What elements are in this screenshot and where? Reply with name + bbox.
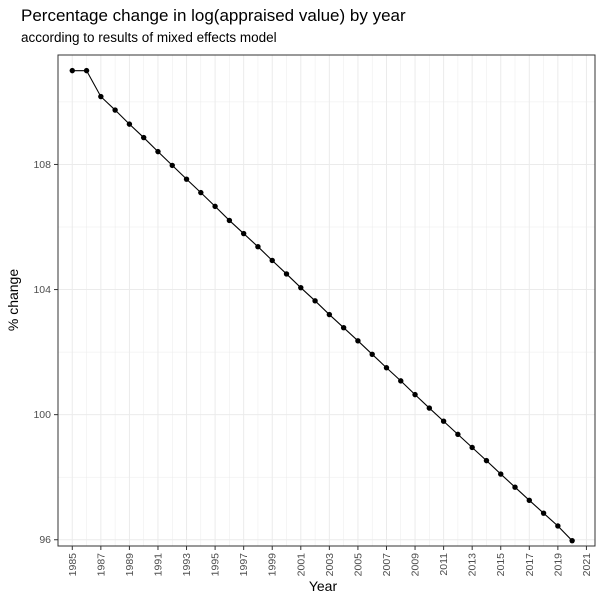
data-point (269, 257, 275, 264)
data-point (198, 189, 204, 196)
data-point (83, 67, 90, 74)
data-point (512, 484, 518, 490)
panel-border (57, 54, 596, 547)
data-point (398, 378, 404, 384)
x-tick-label: 1997 (238, 553, 250, 577)
chart-title: Percentage change in log(appraised value… (21, 6, 406, 25)
x-tick-label: 1989 (124, 553, 136, 577)
y-tick-label: 108 (33, 159, 51, 171)
x-tick-label: 2011 (438, 553, 450, 576)
chart-subtitle: according to results of mixed effects mo… (21, 30, 277, 45)
data-point (355, 338, 361, 344)
data-point (98, 93, 104, 100)
data-point (540, 510, 547, 516)
x-tick-label: 2005 (352, 553, 364, 577)
x-tick-label: 2021 (581, 553, 593, 577)
data-point (169, 162, 175, 169)
data-point (483, 457, 490, 464)
data-point (183, 176, 190, 182)
data-point (155, 148, 161, 155)
data-point (440, 418, 447, 424)
data-point (69, 67, 75, 74)
y-tick-label: 104 (33, 284, 51, 296)
data-point (255, 244, 261, 250)
data-point (469, 444, 475, 451)
x-tick-label: 2013 (467, 553, 479, 577)
x-tick-label: 2017 (524, 553, 536, 577)
data-point (369, 351, 375, 357)
data-point (283, 271, 290, 277)
data-point (555, 523, 561, 529)
data-point (126, 121, 133, 127)
data-point (526, 497, 533, 504)
data-point (569, 537, 575, 544)
x-tick-label: 2015 (495, 553, 507, 577)
x-tick-label: 1999 (267, 553, 279, 577)
x-tick-label: 1987 (95, 553, 107, 577)
data-point (498, 471, 504, 477)
x-tick-label: 2019 (552, 553, 564, 577)
x-tick-label: 1995 (210, 553, 222, 577)
data-point (298, 284, 304, 291)
x-tick-label: 1985 (67, 553, 79, 577)
data-point (426, 405, 433, 411)
data-point (140, 134, 147, 141)
x-tick-label: 2009 (410, 553, 422, 577)
x-tick-label: 1993 (181, 553, 193, 577)
x-axis-title: Year (309, 578, 338, 594)
series-line (72, 70, 573, 542)
x-tick-label: 2007 (381, 553, 393, 577)
x-tick-label: 2003 (324, 553, 336, 577)
axis-ticks: 96 100 104 108 1985 1987 1989 1991 1993 1995 1997 1… (33, 159, 592, 576)
data-point (240, 230, 247, 237)
data-point (312, 298, 318, 304)
data-point (412, 391, 418, 398)
data-point (340, 325, 347, 331)
y-tick-label: 96 (39, 534, 51, 546)
y-axis-title: % change (5, 269, 21, 331)
x-tick-label: 2001 (295, 553, 307, 577)
x-tick-label: 1991 (152, 553, 164, 577)
data-point (326, 311, 333, 318)
series-line-group (69, 67, 575, 544)
data-point (112, 107, 118, 113)
data-point (226, 217, 233, 224)
y-tick-label: 100 (33, 409, 51, 421)
data-point (212, 203, 218, 210)
grid-lines (58, 55, 595, 546)
data-point (455, 431, 461, 438)
data-point (383, 365, 390, 371)
